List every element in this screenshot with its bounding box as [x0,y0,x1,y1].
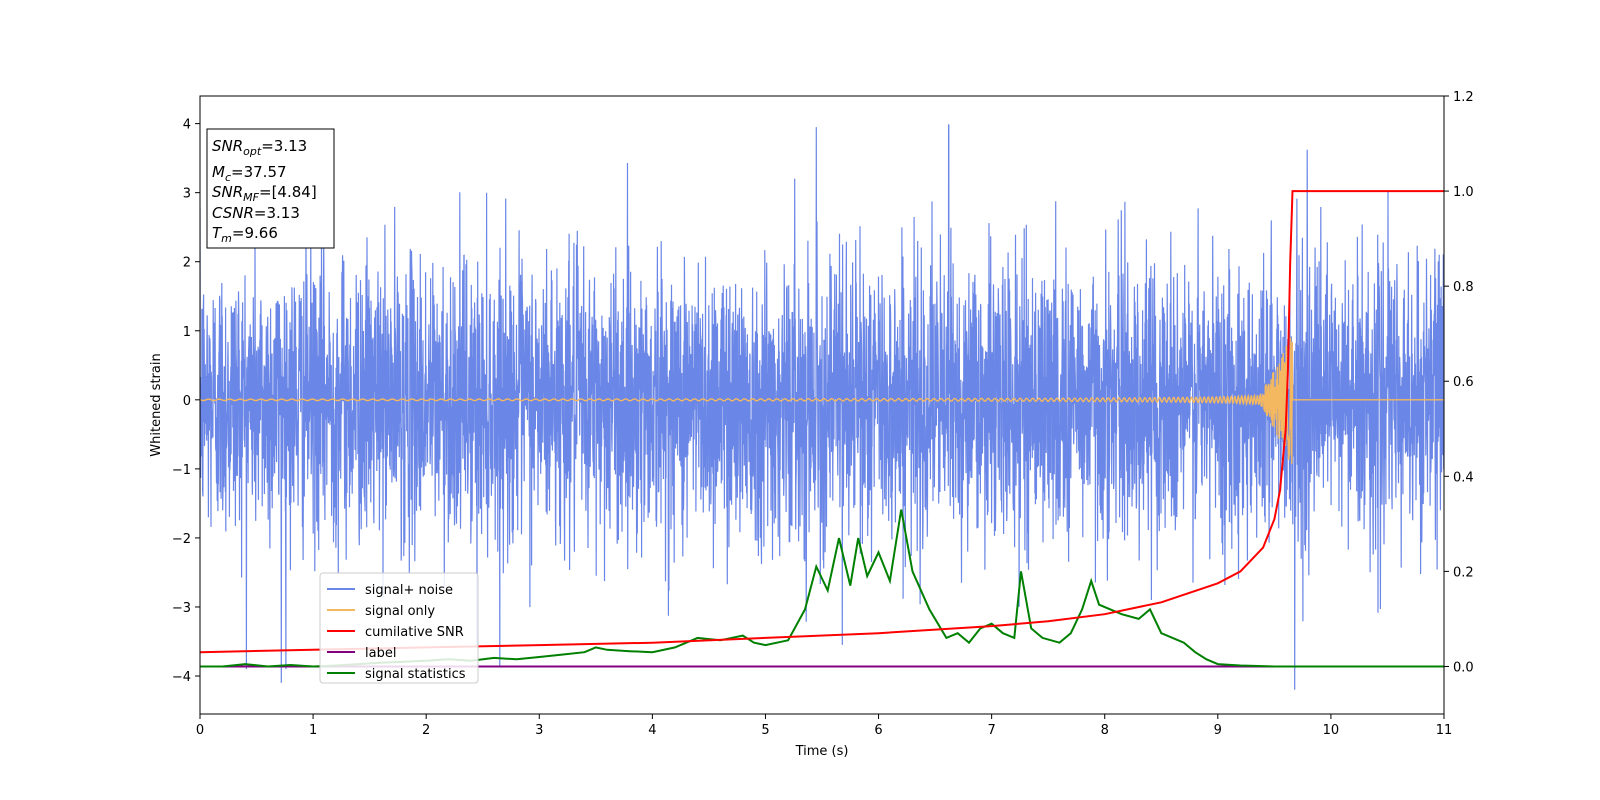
y-axis-label: Whitened strain [149,353,164,456]
y2-tick-label: 0.8 [1453,280,1474,295]
y-tick-label: 0 [183,394,191,409]
legend-entry-label: label [365,646,396,661]
x-axis-label: Time (s) [795,744,849,759]
y-tick-label: 4 [183,118,191,133]
legend-entry-signal-noise: signal+ noise [365,583,453,598]
x-tick-label: 1 [309,723,317,738]
legend-entry-cumilative-snr: cumilative SNR [365,625,464,640]
plot-frame [199,95,1445,715]
annotation-snr-opt: SNRopt=3.13 [212,137,307,158]
y-axis-right: 0.0 0.2 0.4 0.6 0.8 1.0 1.2 [1444,90,1474,675]
y2-tick-label: 0.0 [1453,660,1474,675]
x-tick-label: 4 [648,723,656,738]
y2-tick-label: 0.2 [1453,565,1474,580]
x-tick-label: 3 [535,723,543,738]
annotation-snr-mf: SNRMF=[4.84] [212,183,317,204]
x-tick-label: 8 [1101,723,1109,738]
y-tick-label: −1 [172,463,191,478]
x-tick-label: 9 [1214,723,1222,738]
legend-entry-signal-statistics: signal statistics [365,667,466,682]
series-line-signal-plus-noise [200,124,1444,690]
x-tick-label: 2 [422,723,430,738]
y2-tick-label: 1.2 [1453,90,1474,105]
legend-entry-signal-only: signal only [365,604,435,619]
x-tick-label: 5 [761,723,769,738]
legend: signal+ noise signal only cumilative SNR la… [319,572,479,684]
y-tick-label: 3 [183,187,191,202]
annotation-csnr: CSNR=3.13 [212,204,300,222]
y-tick-label: 1 [183,325,191,340]
x-tick-label: 0 [196,723,204,738]
y-tick-label: −4 [172,670,191,685]
x-tick-label: 7 [987,723,995,738]
y2-tick-label: 0.4 [1453,470,1474,485]
annotation-chirp-mass: Mc=37.57 [212,163,287,184]
x-tick-label: 11 [1436,723,1453,738]
y2-tick-label: 0.6 [1453,375,1474,390]
y-tick-label: −3 [172,601,191,616]
annotation-box: SNRopt=3.13 Mc=37.57 SNRMF=[4.84] CSNR=3… [206,128,335,249]
y-tick-label: 2 [183,256,191,271]
legend-frame [319,572,479,684]
series-line-signal-only [200,337,1444,464]
x-axis: 0 1 2 3 4 5 6 7 8 9 10 11 [196,714,1452,738]
y2-tick-label: 1.0 [1453,185,1474,200]
x-tick-label: 10 [1323,723,1340,738]
x-tick-label: 6 [874,723,882,738]
series-line-cumulative-snr [200,190,1444,654]
y-tick-label: −2 [172,532,191,547]
annotation-merger-time: Tm=9.66 [212,224,278,245]
y-axis-left: −4 −3 −2 −1 0 1 2 3 4 [172,118,200,685]
